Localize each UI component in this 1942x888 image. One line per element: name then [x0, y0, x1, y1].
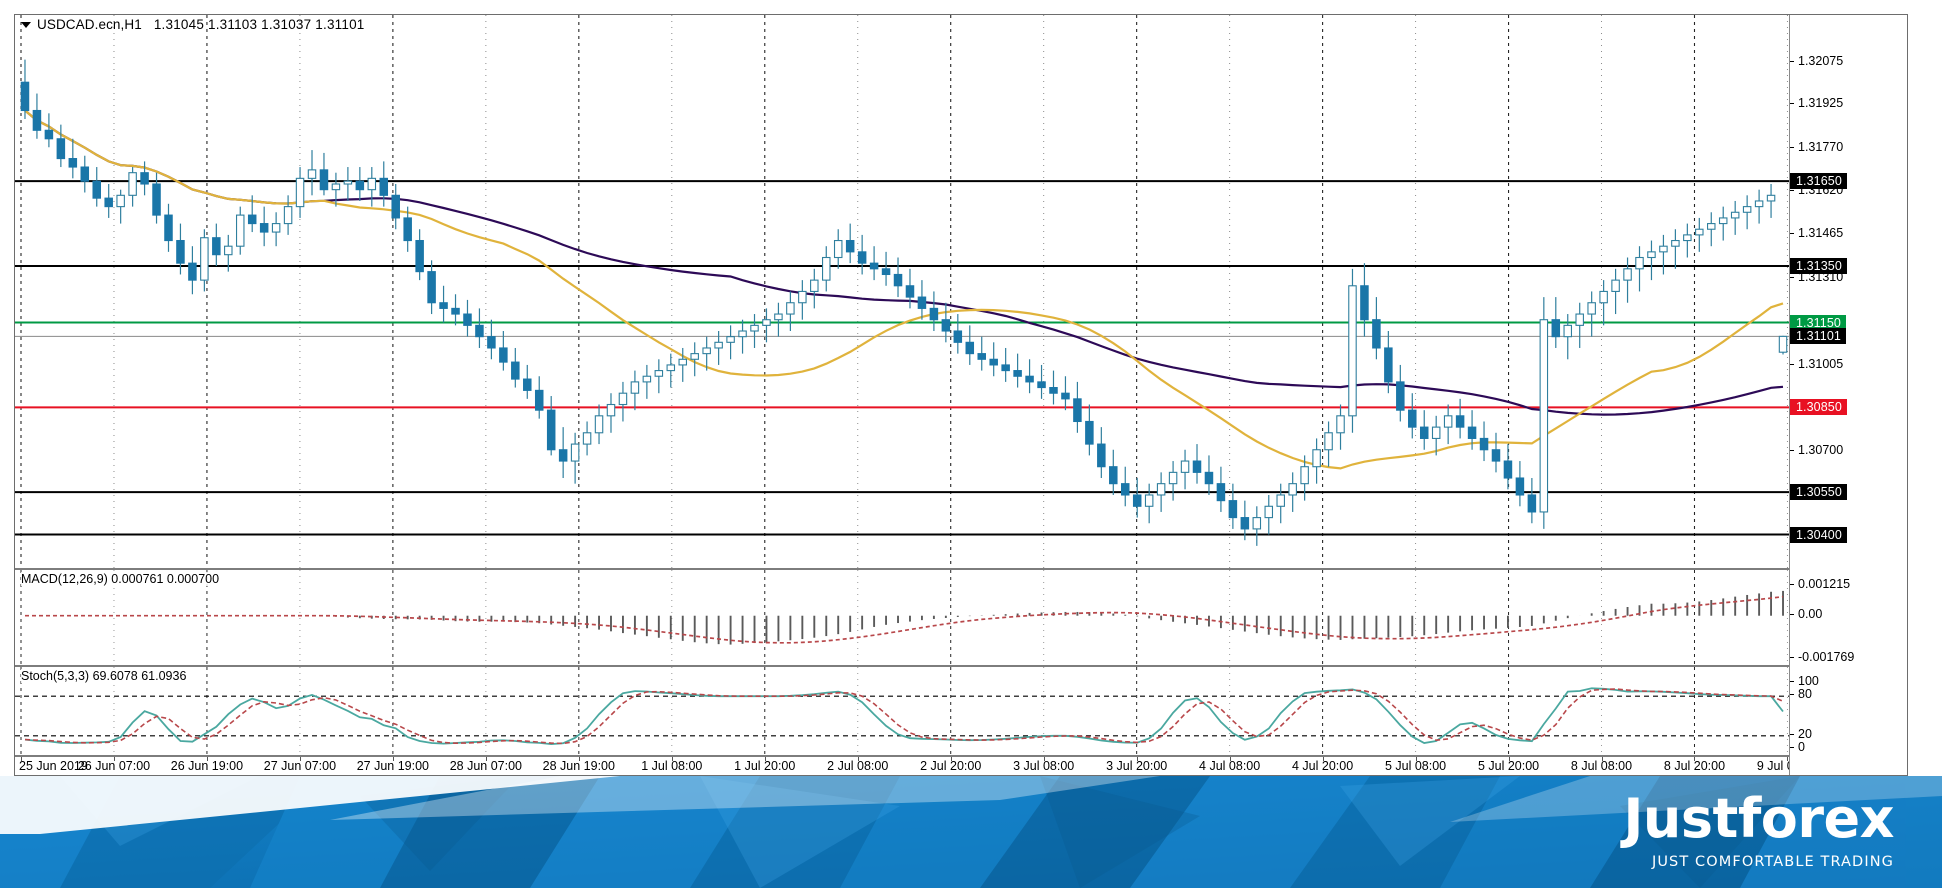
- price-tick-1-31310: 1.31310: [1790, 270, 1843, 284]
- time-tick: [578, 757, 580, 761]
- time-label-16: 5 Jul 20:00: [1477, 759, 1540, 773]
- brand-wordmark: Justforex: [1623, 787, 1894, 850]
- time-tick: [299, 757, 301, 761]
- tick-dash: [1790, 694, 1794, 696]
- price-tick-1-31005: 1.31005: [1790, 357, 1843, 371]
- tick-dash: [1790, 277, 1794, 279]
- stochastic-pane[interactable]: Stoch(5,3,3) 69.6078 61.0936: [15, 665, 1791, 755]
- time-tick: [1322, 757, 1324, 761]
- time-tick: [950, 757, 952, 761]
- time-tick: [1043, 757, 1045, 761]
- time-label-13: 4 Jul 08:00: [1199, 759, 1261, 773]
- stoch-tick-1: 80: [1790, 687, 1812, 701]
- time-label-4: 27 Jun 19:00: [356, 759, 430, 773]
- time-label-17: 8 Jul 08:00: [1570, 759, 1633, 773]
- time-label-11: 3 Jul 08:00: [1013, 759, 1075, 773]
- macd-tick-1: 0.00: [1790, 607, 1822, 621]
- tick-dash: [1790, 363, 1794, 365]
- time-label-12: 3 Jul 20:00: [1106, 759, 1168, 773]
- time-label-2: 26 Jun 19:00: [170, 759, 244, 773]
- price-tick-1-31770: 1.31770: [1790, 140, 1843, 154]
- price-tick-1-30550: 1.30550: [1790, 484, 1847, 501]
- time-label-1: 26 Jun 07:00: [77, 759, 151, 773]
- stoch-tick-0: 100: [1790, 674, 1819, 688]
- price-tick-1-31620: 1.31620: [1790, 183, 1843, 197]
- brand-banner: Justforex JUST COMFORTABLE TRADING: [0, 776, 1942, 888]
- time-axis: 25 Jun 2019 26 Jun 07:00 26 Jun 19:00 27 Ju…: [15, 755, 1818, 776]
- time-label-9: 2 Jul 08:00: [827, 759, 889, 773]
- macd-tick-2: -0.001769: [1790, 650, 1854, 664]
- price-scale[interactable]: 1.32075 1.31925 1.31770 1.31650 1.31620 1.314…: [1789, 15, 1907, 775]
- time-tick: [1229, 757, 1231, 761]
- macd-chart-svg: [20, 570, 1788, 665]
- time-tick: [485, 757, 487, 761]
- time-label-18: 8 Jul 20:00: [1663, 759, 1726, 773]
- macd-tick-0: 0.001215: [1790, 577, 1850, 591]
- time-tick: [1601, 757, 1603, 761]
- time-tick: [392, 757, 394, 761]
- time-label-15: 5 Jul 08:00: [1384, 759, 1447, 773]
- macd-label: MACD(12,26,9) 0.000761 0.000700: [21, 572, 220, 586]
- time-label-3: 27 Jun 07:00: [263, 759, 337, 773]
- time-tick: [857, 757, 859, 761]
- time-label-14: 4 Jul 20:00: [1292, 759, 1354, 773]
- time-tick: [1415, 757, 1417, 761]
- stoch-tick-3: 0: [1790, 740, 1805, 754]
- macd-pane[interactable]: MACD(12,26,9) 0.000761 0.000700: [15, 568, 1791, 665]
- price-chart-svg: [15, 15, 1791, 568]
- tick-dash: [1790, 189, 1794, 191]
- justforex-logo: Justforex JUST COMFORTABLE TRADING: [1623, 787, 1894, 871]
- tick-dash: [1790, 733, 1794, 735]
- tick-dash: [1790, 613, 1794, 615]
- price-tick-1-31650: 1.31650: [1790, 173, 1847, 190]
- tick-dash: [1790, 233, 1794, 235]
- price-tick-1-31101: 1.31101: [1790, 328, 1846, 345]
- price-tick-1-31350: 1.31350: [1790, 257, 1847, 274]
- banner-pattern: [0, 776, 1942, 888]
- price-tick-1-30700: 1.30700: [1790, 443, 1843, 457]
- tick-dash: [1790, 747, 1794, 748]
- time-tick: [1694, 757, 1696, 761]
- tick-dash: [1790, 584, 1794, 585]
- price-tick-1-31465: 1.31465: [1790, 226, 1843, 240]
- time-tick: [764, 757, 766, 761]
- price-pane[interactable]: [15, 15, 1791, 568]
- time-label-8: 1 Jul 20:00: [734, 759, 796, 773]
- time-tick: [206, 757, 208, 761]
- stochastic-label: Stoch(5,3,3) 69.6078 61.0936: [21, 669, 187, 683]
- time-label-7: 1 Jul 08:00: [641, 759, 703, 773]
- time-tick: [113, 757, 115, 761]
- tick-dash: [1790, 657, 1794, 658]
- time-tick: [1508, 757, 1510, 761]
- time-label-6: 28 Jun 19:00: [542, 759, 615, 773]
- price-tick-1-30850: 1.30850: [1790, 399, 1847, 416]
- metatrader-chart-window[interactable]: USDCAD.ecn,H1 1.31045 1.31103 1.31037 1.…: [14, 14, 1908, 776]
- price-tick-1-31150: 1.31150: [1790, 314, 1846, 331]
- price-tick-1-30400: 1.30400: [1790, 526, 1847, 543]
- tick-dash: [1790, 681, 1794, 682]
- time-tick: [21, 757, 22, 761]
- time-tick: [1136, 757, 1138, 761]
- tick-dash: [1790, 449, 1794, 451]
- brand-tagline: JUST COMFORTABLE TRADING: [1651, 854, 1894, 870]
- price-tick-1-31925: 1.31925: [1790, 96, 1843, 110]
- price-tick-1-32075: 1.32075: [1790, 54, 1843, 68]
- stochastic-chart-svg: [15, 667, 1791, 755]
- tick-dash: [1790, 61, 1794, 63]
- time-label-10: 2 Jul 20:00: [920, 759, 982, 773]
- time-label-5: 28 Jun 07:00: [449, 759, 522, 773]
- time-tick: [1787, 757, 1789, 761]
- tick-dash: [1790, 103, 1794, 105]
- stoch-tick-2: 20: [1790, 727, 1812, 741]
- time-label-0: 25 Jun 2019: [19, 759, 88, 773]
- tick-dash: [1790, 147, 1794, 149]
- time-tick: [671, 757, 673, 761]
